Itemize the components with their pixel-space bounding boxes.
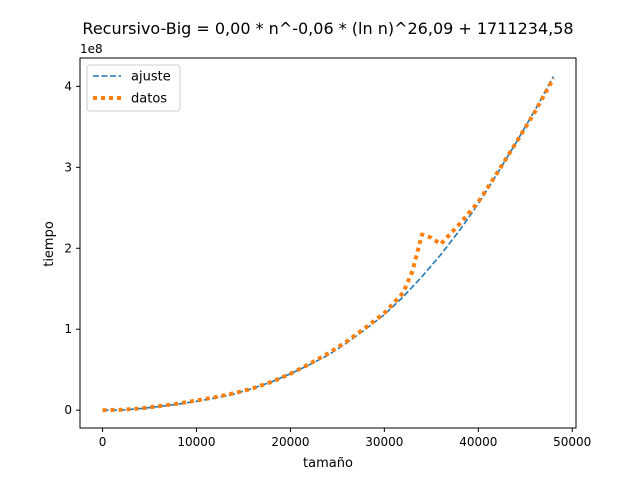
y-axis-label: tiempo [42, 221, 57, 267]
x-tick-label: 10000 [177, 435, 215, 449]
y-tick-label: 3 [64, 160, 72, 174]
series-line-datos [102, 77, 556, 413]
axes-frame [79, 57, 577, 429]
series-group [102, 76, 556, 413]
x-tick-label: 20000 [271, 435, 309, 449]
legend-label-ajuste: ajuste [131, 70, 171, 85]
x-axis-label: tamaño [303, 456, 353, 471]
legend-label-datos: datos [131, 92, 167, 107]
x-tick-label: 50000 [553, 435, 591, 449]
chart-title: Recursivo-Big = 0,00 * n^-0,06 * (ln n)^… [82, 19, 573, 38]
plot-area: 0 10000 20000 30000 40000 50000 0 1 2 3 4 ajuste dat… [64, 57, 591, 449]
y-tick-label: 0 [64, 403, 72, 417]
legend: ajuste datos [86, 64, 181, 112]
x-tick-label: 30000 [365, 435, 403, 449]
x-tick-label: 40000 [459, 435, 497, 449]
y-offset-text: 1e8 [80, 42, 103, 56]
x-tick-label: 0 [99, 435, 107, 449]
y-tick-label: 2 [64, 241, 72, 255]
y-tick-label: 1 [64, 322, 72, 336]
y-tick-label: 4 [64, 79, 72, 93]
